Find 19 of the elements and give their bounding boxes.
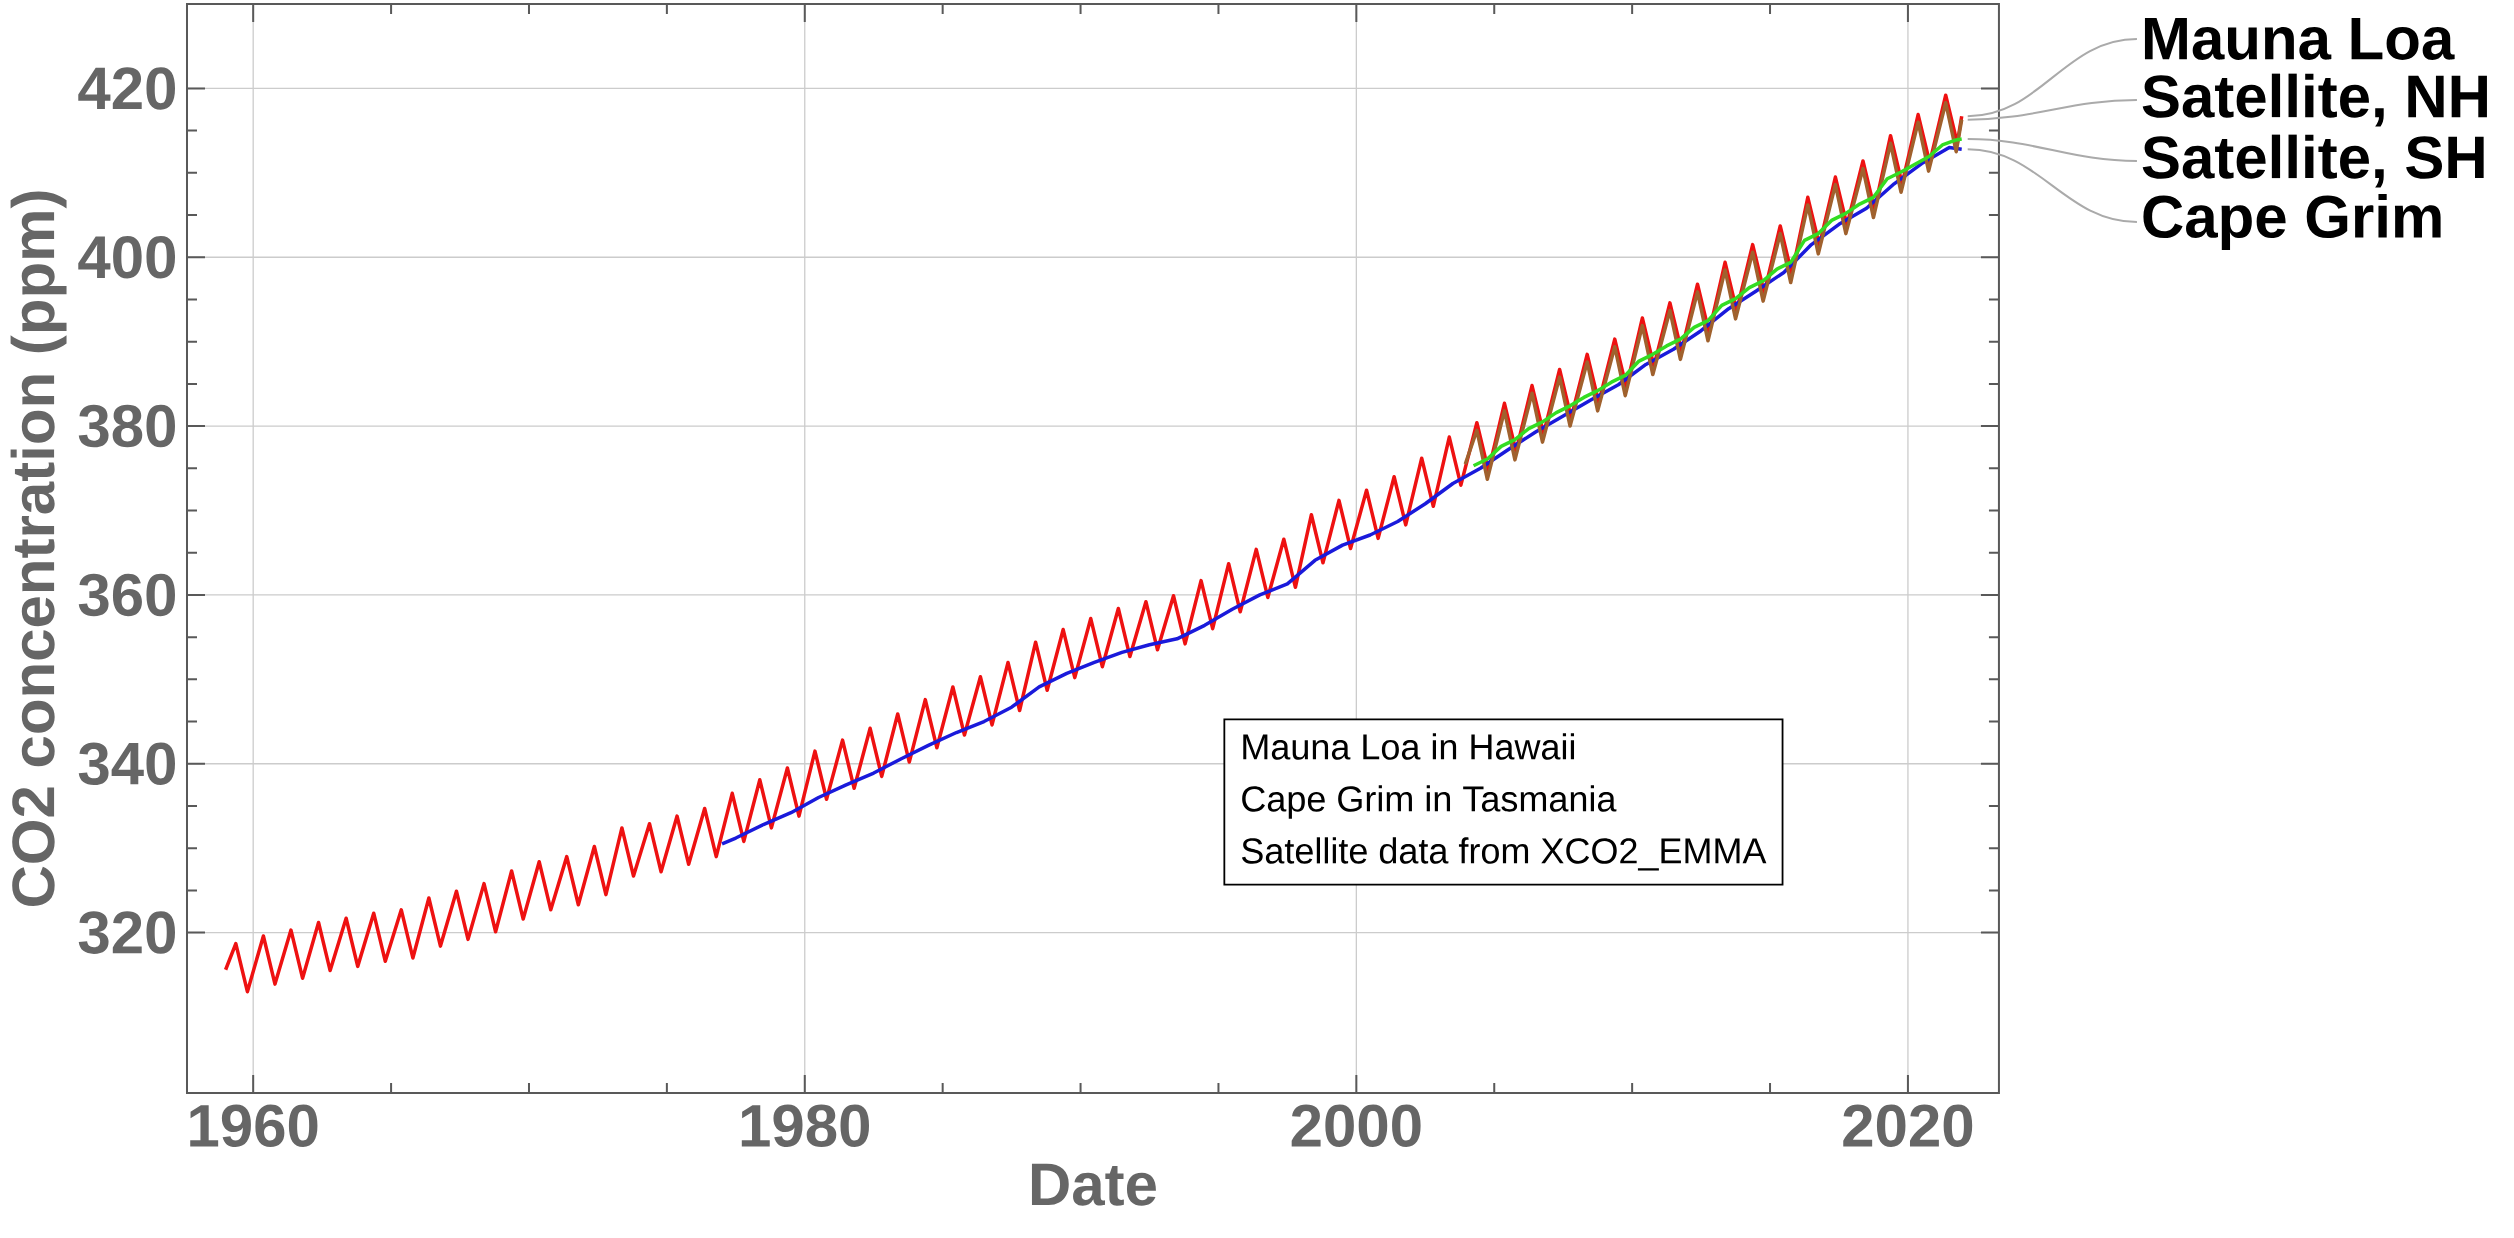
x-tick-label: 1980 [741,1104,870,1148]
y-tick-label: 320 [78,911,175,954]
annotation: Mauna Loa in Hawaii [1243,733,1575,760]
x-tick-label: 2020 [1843,1104,1973,1148]
y-axis-title: CO2 concentration (ppm) [10,191,67,907]
x-axis-title: Date [1031,1163,1156,1206]
x-tick-label: 1960 [190,1104,318,1148]
y-tick-label: 400 [78,236,175,279]
y-tick-label: 420 [78,67,175,110]
text: Mauna Loa [2144,18,2455,60]
y-tick-label: 340 [78,742,175,786]
text: Cape Grim [2143,194,2441,250]
text: Satellite, NH [2142,73,2487,127]
y-tick-label: 380 [78,404,175,448]
x-tick-label: 2000 [1291,1104,1421,1148]
annotation: Satellite data from XCO2_EMMA [1241,837,1767,871]
text: Satellite, SH [2142,134,2484,188]
annotation: Cape Grim in Tasmania [1242,785,1617,819]
y-tick-label: 360 [78,573,175,617]
